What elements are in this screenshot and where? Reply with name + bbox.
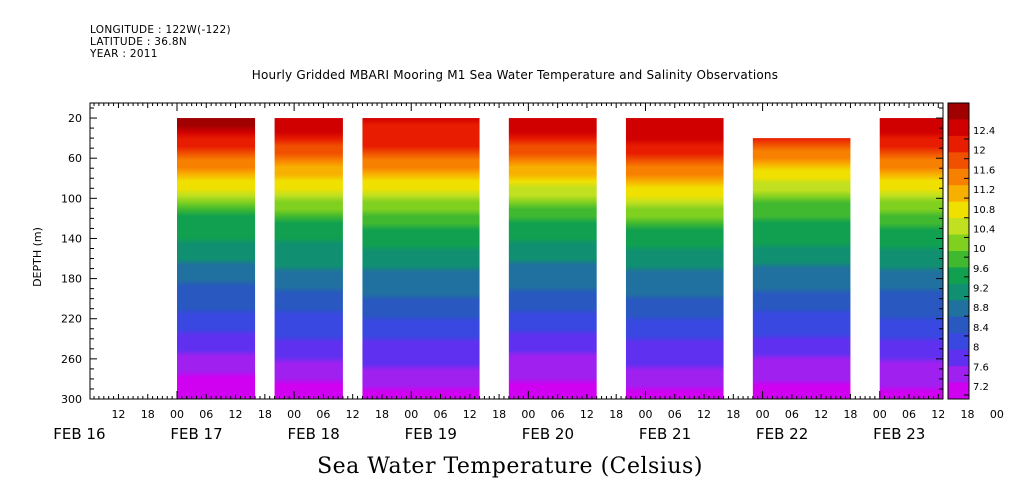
colorbar-tick-label: 7.6 [973, 362, 989, 373]
colorbar-swatch [948, 316, 969, 334]
x-hour-label: 06 [785, 408, 799, 421]
colorbar-tick-label: 7.2 [973, 382, 989, 393]
x-day-label: FEB 21 [639, 425, 691, 443]
y-tick-label: 300 [61, 393, 82, 406]
data-segment [274, 118, 343, 400]
colorbar-tick-label: 10.8 [973, 205, 995, 216]
x-hour-label: 18 [492, 408, 506, 421]
year-label: YEAR : 2011 [90, 48, 158, 60]
x-hour-label: 00 [404, 408, 418, 421]
colorbar-swatch [948, 366, 969, 384]
x-day-label: FEB 23 [873, 425, 925, 443]
x-hour-label: 18 [609, 408, 623, 421]
colorbar-swatch [948, 201, 969, 219]
colorbar-tick-label: 8 [973, 343, 979, 354]
x-hour-label: 06 [199, 408, 213, 421]
y-tick-label: 220 [61, 313, 82, 326]
x-hour-label: 12 [697, 408, 711, 421]
axes: 20 60 100 140 180 220 260 300 12 18 00 06 12 18 00 06 12… [53, 103, 1004, 443]
colorbar-swatch [948, 168, 969, 186]
colorbar-swatch [948, 283, 969, 301]
data-segment [177, 118, 256, 400]
x-hour-label: 06 [668, 408, 682, 421]
y-tick-label: 100 [61, 192, 82, 205]
x-hour-label: 12 [814, 408, 828, 421]
x-hour-label: 00 [756, 408, 770, 421]
colorbar-tick-label: 10 [973, 244, 986, 255]
x-hour-label: 18 [726, 408, 740, 421]
colorbar-variable-label: Sea Water Temperature (Celsius) [317, 454, 703, 479]
x-hour-label: 18 [258, 408, 272, 421]
colorbar-swatch [948, 382, 969, 400]
data-segment [879, 118, 943, 400]
data-segment [625, 118, 724, 400]
colorbar-tick-label: 8.8 [973, 303, 989, 314]
colorbar-tick-label: 12 [973, 146, 986, 157]
x-day-label: FEB 18 [288, 425, 340, 443]
plot-data-area [177, 118, 943, 400]
colorbar: 12.4 12 11.6 11.2 10.8 10.4 10 9.6 9.2 8.8 8.4 8 7.6… [947, 102, 995, 400]
colorbar-swatch [948, 300, 969, 318]
x-day-label: FEB 22 [756, 425, 808, 443]
x-hour-label: 12 [580, 408, 594, 421]
x-day-label: FEB 16 [53, 425, 105, 443]
x-hour-label: 12 [111, 408, 125, 421]
y-tick-label: 140 [61, 232, 82, 245]
x-hour-label: 12 [346, 408, 360, 421]
data-segment [752, 138, 851, 399]
y-tick-label: 60 [68, 152, 82, 165]
colorbar-tick-label: 9.2 [973, 284, 989, 295]
colorbar-tick-label: 12.4 [973, 126, 995, 137]
colorbar-tick-label: 8.4 [973, 323, 989, 334]
longitude-label: LONGITUDE : 122W(-122) [90, 24, 231, 36]
colorbar-swatch [948, 234, 969, 252]
x-hour-label: 00 [873, 408, 887, 421]
chart-title: Hourly Gridded MBARI Mooring M1 Sea Wate… [251, 68, 779, 82]
x-hour-label: 12 [931, 408, 945, 421]
y-tick-label: 260 [61, 353, 82, 366]
colorbar-tick-label: 9.6 [973, 264, 989, 275]
x-day-label: FEB 19 [405, 425, 457, 443]
colorbar-swatch [948, 333, 969, 351]
colorbar-tick-label: 11.6 [973, 165, 995, 176]
colorbar-swatch [948, 251, 969, 268]
data-segment [362, 118, 480, 400]
x-hour-label: 18 [141, 408, 155, 421]
y-tick-label: 20 [68, 112, 82, 125]
colorbar-swatch [948, 349, 969, 367]
x-hour-label: 00 [990, 408, 1004, 421]
colorbar-swatch [948, 218, 969, 236]
colorbar-tick-label: 10.4 [973, 224, 995, 235]
colorbar-swatch [948, 135, 969, 153]
x-hour-label: 12 [463, 408, 477, 421]
colorbar-swatch [948, 185, 969, 203]
latitude-label: LATITUDE : 36.8N [90, 36, 188, 48]
x-hour-label: 06 [902, 408, 916, 421]
x-hour-label: 00 [170, 408, 184, 421]
x-hour-label: 18 [843, 408, 857, 421]
x-hour-label: 00 [521, 408, 535, 421]
x-hour-label: 06 [316, 408, 330, 421]
y-tick-label: 180 [61, 273, 82, 286]
colorbar-tick-label: 11.2 [973, 185, 995, 196]
x-hour-label: 06 [551, 408, 565, 421]
x-hour-label: 06 [434, 408, 448, 421]
x-hour-label: 18 [375, 408, 389, 421]
colorbar-swatch [948, 103, 969, 120]
x-hour-label: 18 [961, 408, 975, 421]
colorbar-swatch [948, 267, 969, 285]
colorbar-swatch [948, 119, 969, 137]
plot-frame [89, 102, 944, 400]
data-segment [508, 118, 597, 400]
x-day-label: FEB 17 [170, 425, 222, 443]
x-hour-label: 12 [229, 408, 243, 421]
x-hour-label: 00 [638, 408, 652, 421]
colorbar-swatch [948, 152, 969, 170]
x-hour-label: 00 [287, 408, 301, 421]
x-day-label: FEB 20 [522, 425, 574, 443]
